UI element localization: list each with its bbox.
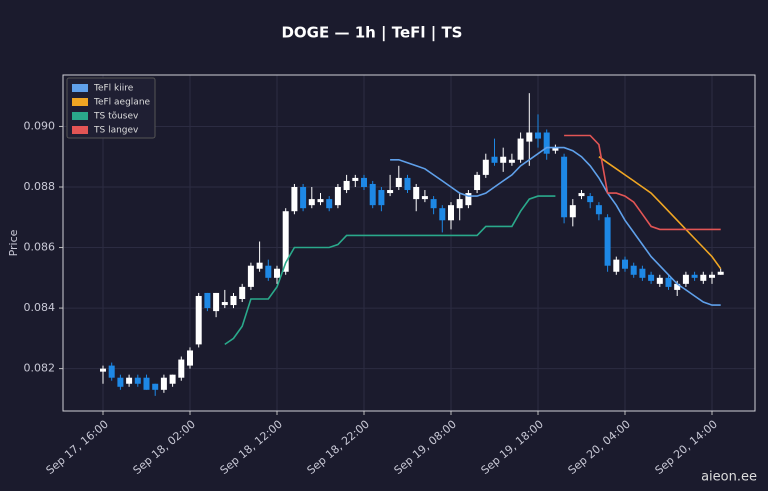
- legend-swatch: [72, 84, 88, 92]
- candle-body: [169, 374, 176, 384]
- candle-body: [413, 187, 420, 200]
- candle-body: [709, 274, 715, 278]
- candle-body: [561, 156, 568, 218]
- candle-body: [239, 286, 246, 299]
- candle-body: [143, 377, 150, 390]
- candle-body: [491, 156, 498, 163]
- candle-body: [465, 193, 472, 206]
- candle-body: [134, 377, 141, 384]
- y-tick-label: 0.086: [24, 241, 56, 254]
- candle-body: [674, 283, 681, 290]
- watermark: aieon.ee: [701, 470, 757, 485]
- chart-title: DOGE — 1h | TeFl | TS: [281, 24, 462, 43]
- candle-body: [595, 205, 602, 215]
- candle-body: [578, 193, 585, 197]
- candle-body: [117, 377, 124, 387]
- candle-body: [247, 265, 254, 287]
- candle-body: [474, 174, 481, 191]
- candle-body: [326, 199, 333, 209]
- candle-body: [500, 156, 507, 163]
- legend: TeFl kiire TeFl aeglane TS tõusev TS langev: [66, 77, 156, 139]
- candle-body: [508, 159, 515, 163]
- candle-body: [265, 265, 272, 278]
- candle-body: [630, 265, 637, 275]
- candle-body: [543, 132, 550, 154]
- candle-body: [300, 187, 307, 209]
- indicator-line: [564, 134, 721, 231]
- candle-body: [587, 196, 594, 203]
- legend-label: TeFl kiire: [93, 84, 134, 94]
- candle-body: [361, 177, 367, 187]
- candle-body: [221, 302, 228, 306]
- candle-body: [648, 274, 655, 281]
- y-tick-label: 0.084: [24, 301, 56, 314]
- candle-body: [343, 180, 350, 191]
- legend-swatch: [72, 98, 88, 106]
- candle-body: [682, 274, 689, 284]
- candle-body: [691, 274, 698, 278]
- candle-body: [160, 377, 167, 390]
- candle-body: [717, 271, 724, 275]
- candle-body: [448, 205, 454, 221]
- y-tick-label: 0.088: [24, 180, 56, 193]
- candle-body: [535, 132, 541, 139]
- candle-body: [604, 217, 611, 266]
- candle-body: [656, 277, 663, 284]
- candle-body: [195, 295, 202, 345]
- indicator-line: [224, 195, 556, 346]
- candle-body: [700, 274, 707, 281]
- candle-body: [152, 383, 159, 390]
- candle-body: [282, 211, 289, 272]
- legend-label: TS langev: [93, 126, 139, 136]
- candle-body: [369, 183, 376, 206]
- candle-body: [100, 368, 106, 372]
- candle-body: [378, 190, 385, 206]
- candle-body: [665, 277, 672, 287]
- candle-body: [569, 205, 576, 218]
- candle-body: [613, 259, 620, 272]
- candle-body: [404, 177, 411, 191]
- candle-body: [334, 187, 341, 206]
- candle-body: [178, 359, 185, 378]
- candle-body: [622, 259, 628, 269]
- candle-body: [308, 199, 315, 206]
- candle-body: [482, 159, 489, 175]
- candle-body: [213, 292, 220, 312]
- candle-body: [552, 147, 559, 151]
- y-tick-label: 0.090: [24, 119, 56, 132]
- candle-body: [256, 262, 263, 269]
- y-axis-label: Price: [7, 229, 20, 256]
- candle-body: [430, 199, 437, 209]
- candle-body: [126, 377, 133, 384]
- candle-body: [317, 199, 324, 203]
- candle-body: [456, 199, 463, 209]
- candle-body: [526, 132, 533, 142]
- legend-label: TeFl aeglane: [93, 98, 151, 108]
- legend-swatch: [72, 112, 88, 120]
- candle-body: [187, 350, 193, 366]
- candle-body: [230, 295, 237, 306]
- candle-body: [204, 292, 211, 309]
- candle-body: [387, 190, 394, 194]
- candle-body: [395, 177, 402, 187]
- legend-box: [66, 77, 156, 139]
- candle-body: [639, 268, 646, 278]
- candle-body: [291, 187, 298, 212]
- candle-body: [108, 365, 115, 378]
- legend-label: TS tõusev: [93, 112, 139, 122]
- candle-body: [352, 177, 359, 181]
- y-tick-label: 0.082: [24, 362, 56, 375]
- plot-border: [62, 74, 756, 412]
- legend-swatch: [72, 126, 88, 134]
- candle-body: [421, 196, 428, 200]
- candle-body: [517, 138, 524, 160]
- candle-body: [439, 208, 446, 221]
- indicator-line: [598, 156, 722, 270]
- candle-body: [274, 268, 280, 278]
- indicator-line: [390, 146, 721, 306]
